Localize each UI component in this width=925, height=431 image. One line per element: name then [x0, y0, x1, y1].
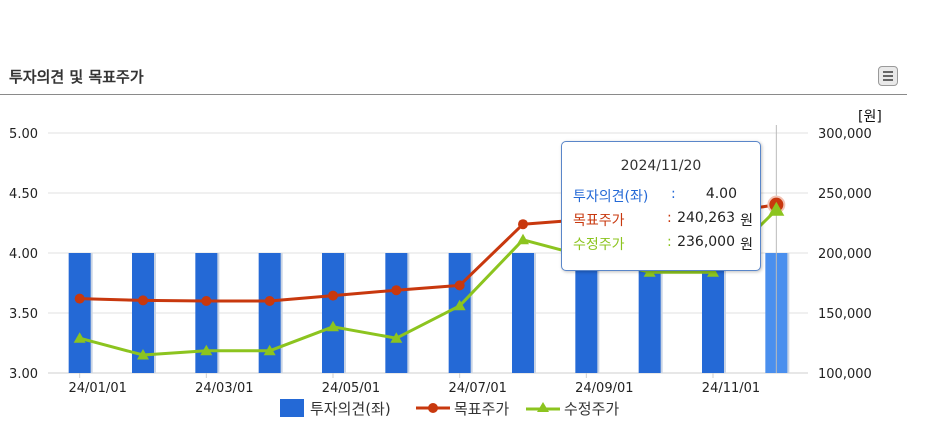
tooltip-row-unit: 원	[740, 237, 753, 253]
bar	[195, 253, 218, 373]
x-tick-label: 24/01/01	[68, 381, 126, 396]
x-tick-label: 24/05/01	[322, 381, 380, 396]
data-point	[768, 201, 785, 216]
x-tick-label: 24/03/01	[195, 381, 253, 396]
data-point	[643, 266, 656, 277]
data-point	[264, 296, 275, 306]
bar	[258, 253, 281, 373]
x-tick-label: 24/11/01	[702, 381, 760, 396]
tooltip-row-name: 수정주가	[573, 237, 625, 253]
data-point	[454, 280, 465, 291]
y-left-tick-label: 3.00	[9, 367, 38, 382]
data-point	[263, 344, 276, 356]
tooltip-date: 2024/11/20	[620, 158, 702, 174]
data-point	[73, 332, 86, 343]
y-left-tick-label: 5.00	[9, 127, 38, 142]
bar	[448, 253, 471, 373]
tooltip-row-value: 240,263	[677, 210, 735, 226]
series-line	[79, 208, 778, 357]
data-point	[391, 285, 402, 296]
right-axis-unit: [원]	[858, 109, 882, 125]
bar	[132, 253, 154, 373]
data-point	[517, 233, 529, 245]
data-point	[74, 293, 85, 304]
y-left-tick-label: 4.00	[9, 247, 38, 262]
bar	[385, 253, 408, 373]
chart-tooltip: 2024/11/20 투자의견(좌) : 4.00 목표주가 : 240,263…	[561, 141, 761, 271]
bar	[575, 253, 598, 373]
tooltip-row-value: 236,000	[677, 234, 735, 250]
circle-marker-icon	[416, 403, 450, 413]
tooltip-row-value: 4.00	[705, 186, 737, 202]
y-right-tick-label: 250,000	[818, 187, 872, 202]
bar	[512, 253, 534, 373]
x-tick-label: 24/07/01	[448, 381, 506, 396]
tooltip-row-name: 투자의견(좌)	[573, 189, 649, 205]
bar	[68, 253, 91, 373]
data-point	[201, 296, 212, 306]
tooltip-row-adjusted: 수정주가 : 236,000 원	[573, 234, 753, 254]
data-point	[327, 320, 339, 332]
y-left-tick-label: 3.50	[9, 307, 38, 322]
section-title: 투자의견 및 목표주가	[9, 68, 144, 86]
y-right-tick-label: 200,000	[818, 247, 872, 262]
tooltip-row-colon: :	[667, 234, 672, 250]
data-point	[328, 290, 338, 301]
data-point	[200, 344, 213, 356]
data-point	[138, 295, 148, 306]
legend-label: 투자의견(좌)	[310, 400, 391, 418]
bar	[702, 253, 724, 373]
y-right-tick-label: 100,000	[818, 367, 872, 382]
triangle-marker-icon	[526, 402, 560, 412]
tooltip-row-opinion: 투자의견(좌) : 4.00	[573, 186, 753, 206]
data-point	[453, 299, 466, 311]
menu-icon[interactable]	[878, 66, 898, 86]
legend-label: 목표주가	[454, 400, 510, 418]
tooltip-row-colon: :	[671, 186, 676, 202]
y-left-tick-label: 4.50	[9, 187, 38, 202]
bar-swatch-icon	[280, 399, 304, 417]
bar	[322, 253, 344, 373]
section-header: 투자의견 및 목표주가	[0, 58, 907, 95]
tooltip-row-target: 목표주가 : 240,263 원	[573, 210, 753, 230]
bar	[638, 253, 661, 373]
y-right-tick-label: 150,000	[818, 307, 872, 322]
data-point	[518, 219, 528, 230]
tooltip-row-name: 목표주가	[573, 213, 625, 229]
y-right-tick-label: 300,000	[818, 127, 872, 142]
data-point	[390, 332, 403, 343]
tooltip-row-unit: 원	[740, 213, 753, 229]
data-point	[137, 349, 149, 360]
legend-label: 수정주가	[564, 400, 620, 418]
x-tick-label: 24/09/01	[575, 381, 633, 396]
data-point	[707, 266, 719, 277]
tooltip-row-colon: :	[667, 210, 672, 226]
